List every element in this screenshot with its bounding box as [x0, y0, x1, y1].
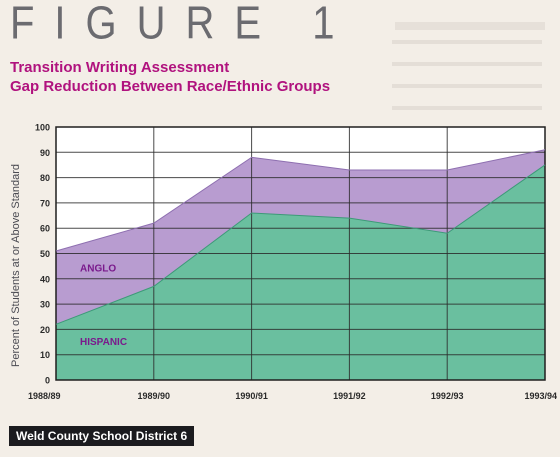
y-tick-label-1: 10 [40, 350, 50, 360]
series-area-anglo [56, 149, 545, 325]
x-tick-label-5: 1993/94 [524, 391, 557, 401]
footer-source: Weld County School District 6 [9, 426, 195, 446]
y-tick-label-10: 100 [35, 123, 50, 133]
series-label-hispanic: HISPANIC [80, 337, 127, 348]
y-tick-label-2: 20 [40, 325, 50, 335]
x-tick-label-1: 1989/90 [138, 391, 171, 401]
y-tick-label-3: 30 [40, 300, 50, 310]
x-tick-label-3: 1991/92 [333, 391, 366, 401]
x-tick-label-0: 1988/89 [28, 391, 61, 401]
chart-title-line-1: Transition Writing Assessment [10, 59, 230, 76]
series-area-hispanic [56, 164, 545, 380]
y-tick-label-4: 40 [40, 274, 50, 284]
x-tick-label-2: 1990/91 [235, 391, 268, 401]
chart-title-line-2: Gap Reduction Between Race/Ethnic Groups [10, 78, 331, 95]
y-tick-label-7: 70 [40, 198, 50, 208]
x-tick-label-4: 1992/93 [431, 391, 464, 401]
series-label-anglo: ANGLO [80, 264, 116, 275]
y-tick-label-0: 0 [45, 376, 50, 386]
chart-title: Transition Writing Assessment Gap Reduct… [10, 58, 330, 96]
y-tick-label-6: 60 [40, 224, 50, 234]
y-tick-label-9: 90 [40, 148, 50, 158]
series-line-hispanic [55, 164, 546, 325]
series-line-anglo [55, 149, 546, 252]
plot-frame [55, 126, 546, 381]
y-tick-label-8: 80 [40, 173, 50, 183]
y-tick-label-5: 50 [40, 249, 50, 259]
figure-label: FIGURE 1 [10, 0, 355, 49]
